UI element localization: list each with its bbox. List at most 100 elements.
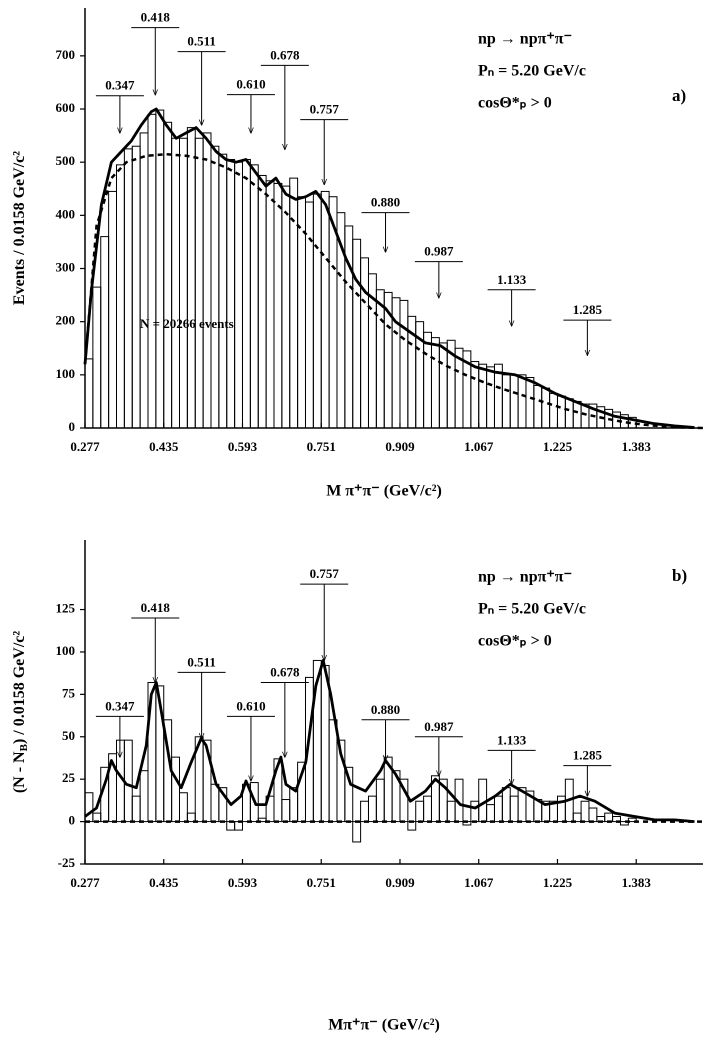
x-tick-label: 0.751: [307, 875, 336, 890]
histogram-bar: [273, 182, 283, 429]
histogram-bar: [588, 807, 598, 823]
y-tick-label: 200: [56, 313, 76, 328]
histogram-bar: [360, 257, 369, 429]
y-tick-label: 0: [69, 419, 76, 434]
histogram-bar: [415, 800, 425, 823]
panel-label: a): [672, 86, 686, 105]
y-tick-label: 25: [62, 770, 76, 785]
histogram-bar: [108, 190, 117, 429]
note: N = 20266 events: [140, 316, 234, 331]
histogram-bar: [423, 331, 432, 429]
histogram-bar: [131, 795, 141, 823]
histogram-bar: [399, 299, 409, 429]
histogram-bar: [486, 804, 495, 823]
histogram-bar: [430, 337, 440, 429]
reaction-info: np → npπ⁺π⁻: [478, 569, 572, 586]
annotation-label: 1.133: [497, 732, 527, 747]
histogram-bar: [281, 185, 291, 429]
histogram-bar: [171, 137, 180, 429]
histogram-bar: [194, 137, 204, 429]
histogram-bar: [202, 132, 212, 429]
histogram-bar: [509, 374, 519, 429]
histogram-bar: [423, 795, 432, 823]
fit-curve: [84, 659, 695, 823]
histogram-bar: [470, 800, 480, 823]
histogram-bar: [572, 812, 582, 823]
histogram-bar: [320, 190, 330, 429]
histogram-bar: [533, 384, 543, 429]
y-axis-label: (N - NB) / 0.0158 GeV/c²: [11, 631, 30, 794]
annotation-label: 0.610: [236, 77, 265, 92]
x-tick-label: 0.593: [228, 875, 258, 890]
histogram-bar: [486, 366, 495, 429]
histogram-bar: [580, 800, 590, 823]
annotation-label: 0.347: [105, 698, 135, 713]
annotation-label: 0.678: [270, 664, 300, 679]
histogram-bar: [210, 783, 220, 823]
y-tick-label: 75: [62, 685, 76, 700]
annotation-label: 0.678: [270, 47, 300, 62]
histogram-bar: [438, 778, 448, 823]
x-tick-label: 1.067: [464, 875, 494, 890]
y-tick-label: 500: [56, 153, 76, 168]
y-axis-label: Events / 0.0158 GeV/c²: [11, 151, 28, 305]
histogram-bar: [375, 778, 385, 823]
histogram-bar: [163, 121, 173, 429]
fit-curve: [83, 107, 695, 429]
histogram-bar: [234, 161, 243, 429]
annotation-label: 0.757: [310, 566, 340, 581]
reaction-info: cosΘ*ₚ > 0: [478, 633, 552, 650]
histogram-bar: [178, 137, 188, 429]
x-tick-label: 1.383: [622, 875, 652, 890]
histogram-bar: [352, 821, 362, 843]
annotation-label: 0.418: [141, 10, 171, 25]
reaction-info: np → npπ⁺π⁻: [478, 31, 572, 48]
histogram-bar: [493, 795, 503, 823]
reaction-info: cosΘ*ₚ > 0: [478, 95, 552, 112]
x-tick-label: 0.435: [149, 439, 179, 454]
histogram-bar: [202, 739, 212, 823]
histogram-bar: [501, 374, 511, 429]
y-tick-label: 100: [56, 366, 76, 381]
histogram-bar: [139, 132, 149, 429]
histogram-bar: [541, 387, 551, 429]
histogram-bar: [446, 800, 456, 823]
histogram-bar: [186, 127, 196, 429]
histogram-bar: [619, 821, 629, 826]
annotation-label: 0.880: [371, 195, 400, 210]
y-tick-label: 50: [62, 728, 75, 743]
histogram-bar: [564, 398, 574, 429]
histogram-bar: [92, 286, 102, 429]
histogram-bar: [604, 812, 614, 823]
histogram-bar: [352, 238, 362, 429]
histogram-bar: [257, 174, 267, 429]
x-tick-label: 0.751: [307, 439, 336, 454]
histogram-bar: [470, 361, 480, 429]
histogram-bar: [249, 782, 259, 823]
panel-label: b): [672, 566, 687, 585]
histogram-bar: [123, 148, 133, 429]
histogram-bar: [627, 817, 637, 823]
annotation-label: 0.757: [310, 102, 340, 117]
annotation-label: 0.610: [236, 698, 265, 713]
histogram-bar: [178, 792, 188, 823]
x-tick-label: 0.277: [70, 439, 100, 454]
x-axis-label: M π⁺π⁻ (GeV/c²): [326, 483, 442, 500]
y-tick-label: -25: [58, 855, 76, 870]
y-tick-label: 400: [56, 206, 76, 221]
x-tick-label: 1.383: [622, 439, 652, 454]
histogram-bar: [438, 342, 448, 429]
histogram-bar: [249, 164, 259, 429]
histogram-bar: [218, 153, 228, 429]
y-tick-label: 125: [56, 601, 76, 616]
histogram-bar: [289, 787, 299, 823]
histogram-bar: [241, 159, 251, 429]
histogram-bar: [501, 787, 511, 823]
histogram-bar: [320, 665, 330, 823]
annotation-label: 1.133: [497, 272, 527, 287]
histogram-bar: [549, 392, 558, 429]
histogram-bar: [367, 795, 377, 823]
reaction-info: Pₙ = 5.20 GeV/c: [478, 601, 586, 618]
